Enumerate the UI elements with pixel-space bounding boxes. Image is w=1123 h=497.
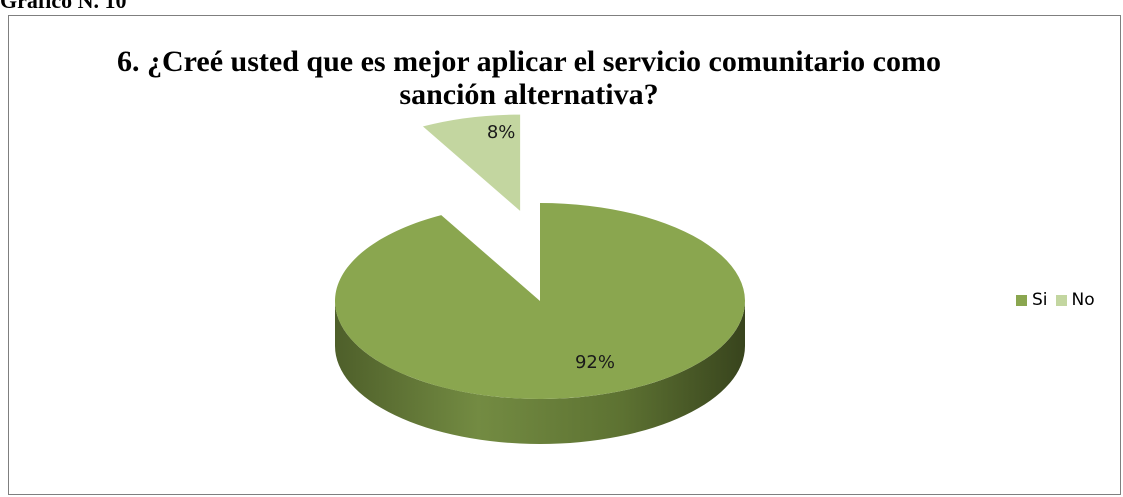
data-label-si: 92% bbox=[575, 352, 615, 373]
data-label-no: 8% bbox=[487, 122, 516, 143]
legend-label-si: Si bbox=[1032, 290, 1048, 310]
legend-label-no: No bbox=[1071, 290, 1095, 310]
figure-caption: Grafico N. 10 bbox=[0, 0, 127, 13]
legend-item-no: No bbox=[1055, 290, 1095, 310]
legend-item-si: Si bbox=[1016, 290, 1048, 310]
pie-slice-side-si bbox=[335, 301, 745, 444]
chart-title: 6. ¿Creé usted que es mejor aplicar el s… bbox=[116, 45, 941, 111]
pie-slice-no[interactable] bbox=[420, 113, 522, 214]
legend-swatch-no bbox=[1055, 294, 1067, 306]
legend-swatch-si bbox=[1016, 294, 1027, 306]
chart-legend: Si No bbox=[1016, 290, 1095, 310]
pie-slice-si[interactable] bbox=[334, 203, 745, 399]
